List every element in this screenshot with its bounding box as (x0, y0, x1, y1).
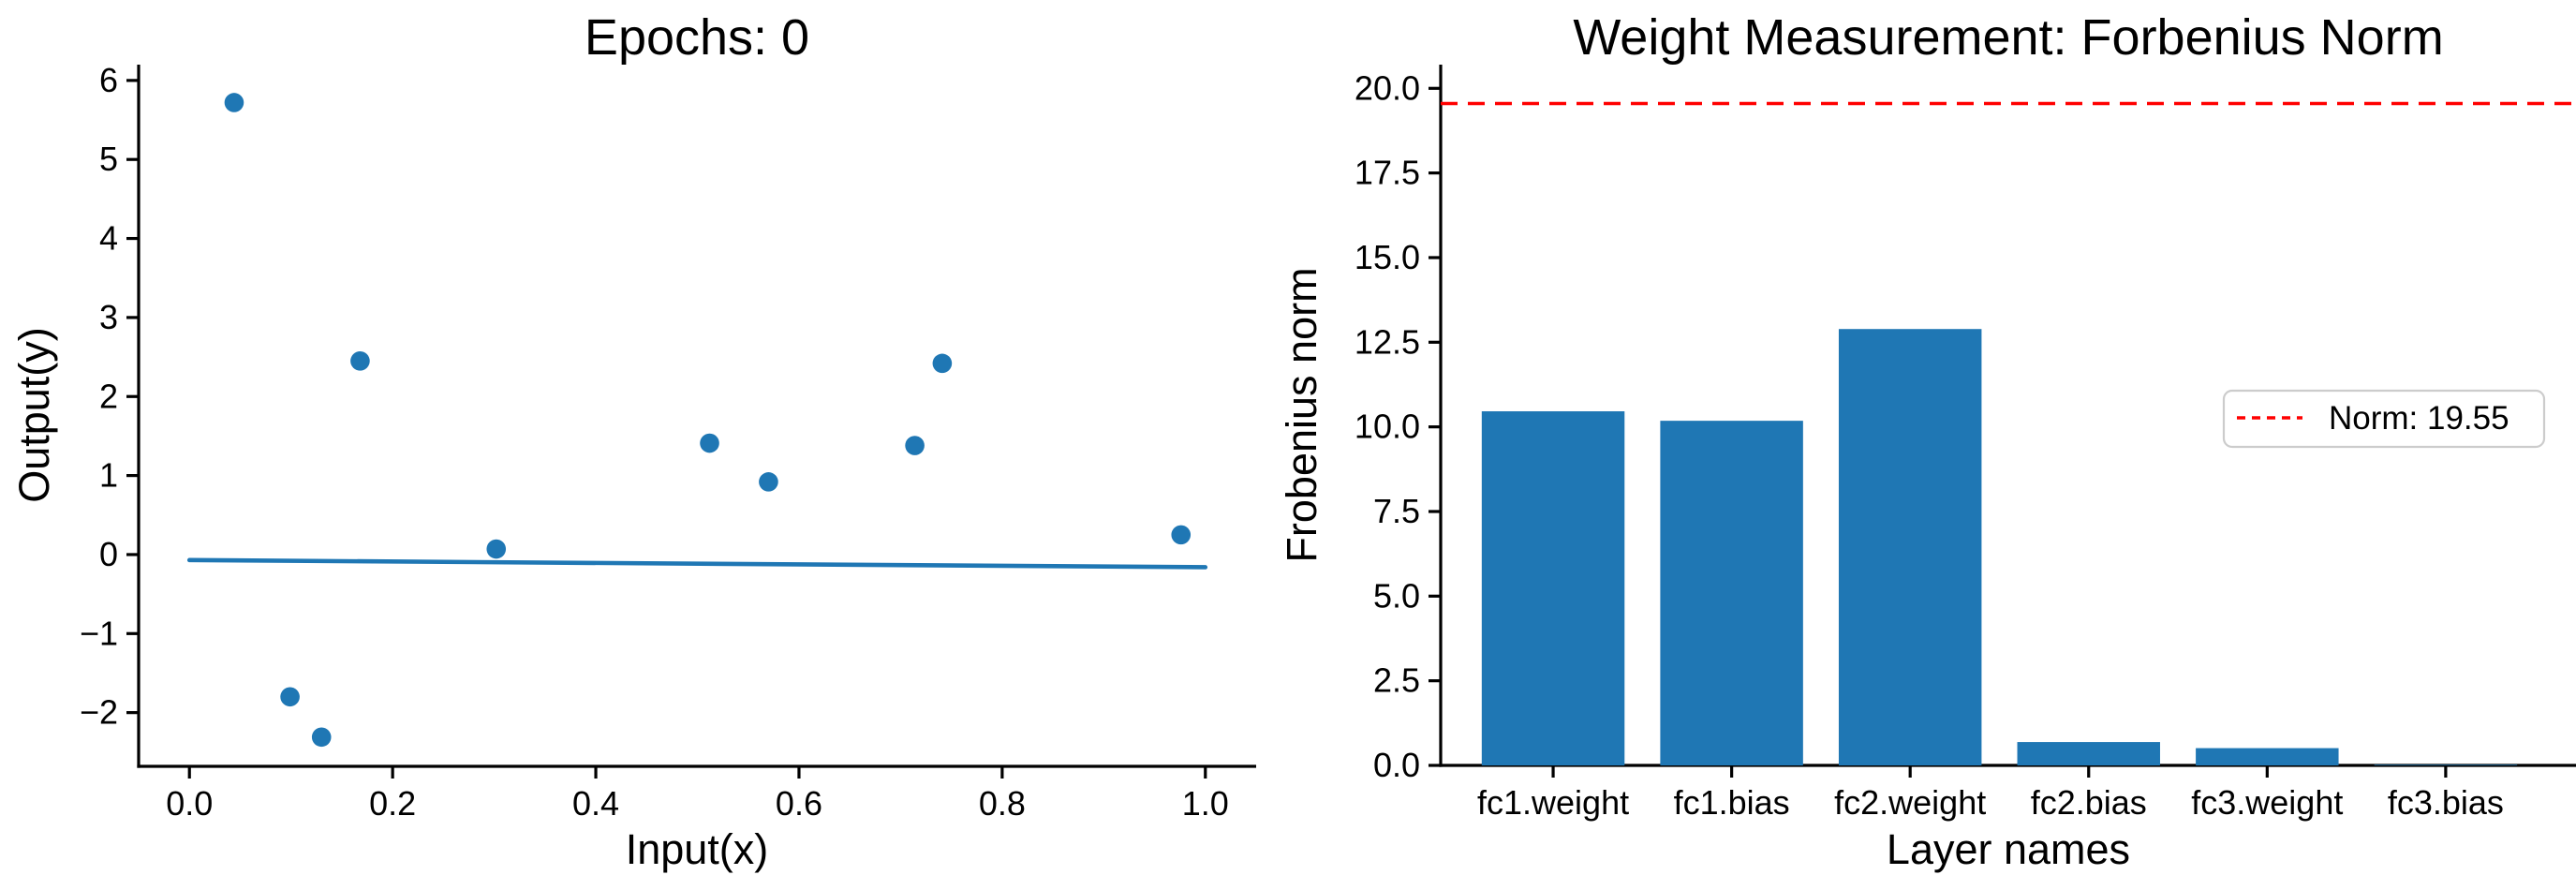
scatter-point (759, 472, 778, 492)
x-tick-label: 0.6 (776, 784, 822, 823)
y-tick-label: 2 (99, 377, 118, 415)
left-plot-xlabel: Input(x) (626, 825, 769, 873)
y-tick-label: −1 (80, 614, 118, 652)
legend-label: Norm: 19.55 (2329, 400, 2509, 437)
scatter-point (280, 687, 300, 707)
left-plot-ticks: 0.0 0.2 0.4 0.6 0.8 1.0 6 5 4 3 2 1 0 −1 −2 (80, 61, 1229, 823)
x-tick-label: 0.0 (166, 784, 213, 823)
y-tick-label: 5.0 (1373, 576, 1420, 615)
regression-line-layer (186, 557, 1208, 570)
scatter-point (350, 351, 370, 371)
y-tick-label: 17.5 (1355, 154, 1420, 192)
y-tick-label: 7.5 (1373, 492, 1420, 530)
y-tick-label: 4 (99, 219, 118, 258)
x-tick-label: fc3.bias (2388, 783, 2504, 822)
y-tick-label: 0 (99, 535, 118, 573)
y-tick-label: 20.0 (1355, 68, 1420, 107)
x-tick-label: 0.2 (369, 784, 416, 823)
legend: Norm: 19.55 (2222, 389, 2546, 449)
bar-fc3.bias (2374, 764, 2518, 765)
scatter-point (224, 93, 244, 112)
bar-fc2.weight (1838, 329, 1982, 765)
scatter-point (311, 727, 332, 748)
left-plot-spines (137, 65, 1256, 768)
y-tick-label: 5 (99, 140, 118, 178)
x-tick-label: 0.4 (572, 784, 619, 823)
left-plot-title: Epochs: 0 (585, 9, 809, 66)
scatter-point (932, 353, 953, 374)
y-tick-label: 15.0 (1355, 238, 1420, 276)
x-tick-label: 1.0 (1182, 784, 1229, 823)
x-tick-label: fc1.weight (1477, 783, 1629, 822)
x-tick-label: fc2.weight (1834, 783, 1986, 822)
scatter-point (905, 436, 925, 455)
bar-fc1.weight (1481, 411, 1625, 765)
x-tick-label: fc3.weight (2191, 783, 2343, 822)
scatter-point (1171, 525, 1192, 545)
bar-fc1.bias (1660, 421, 1803, 765)
right-plot-title: Weight Measurement: Forbenius Norm (1573, 9, 2443, 66)
right-plot-ylabel: Frobenius norm (1278, 267, 1325, 562)
scatter-point (486, 539, 507, 559)
bars-layer (1481, 329, 2518, 765)
legend-box (2222, 389, 2546, 449)
right-plot-ticks: 0.0 2.5 5.0 7.5 10.0 12.5 15.0 17.5 20.0 fc1.weig… (1355, 68, 2504, 822)
y-tick-label: 6 (99, 61, 118, 99)
x-tick-label: 0.8 (979, 784, 1026, 823)
frobenius-norm-bar-plot: Weight Measurement: Forbenius Norm Layer… (1278, 9, 2576, 873)
y-tick-label: −2 (80, 693, 118, 732)
x-tick-label: fc1.bias (1674, 783, 1790, 822)
y-tick-label: 2.5 (1373, 661, 1420, 700)
y-tick-label: 12.5 (1355, 322, 1420, 361)
y-tick-label: 10.0 (1355, 408, 1420, 446)
y-tick-label: 3 (99, 298, 118, 336)
scatter-point (700, 433, 719, 453)
bar-fc2.bias (2017, 742, 2160, 765)
prediction-line (186, 557, 1208, 570)
left-plot-ylabel: Output(y) (10, 327, 58, 503)
y-tick-label: 0.0 (1373, 746, 1420, 784)
x-tick-label: fc2.bias (2031, 783, 2147, 822)
bar-fc3.weight (2196, 748, 2339, 765)
scatter-points-layer (224, 93, 1192, 748)
y-tick-label: 1 (99, 456, 118, 495)
right-plot-xlabel: Layer names (1887, 825, 2130, 873)
epochs-scatter-plot: Epochs: 0 Input(x) Output(y) 0.0 0.2 0.4 0.… (10, 9, 1256, 873)
